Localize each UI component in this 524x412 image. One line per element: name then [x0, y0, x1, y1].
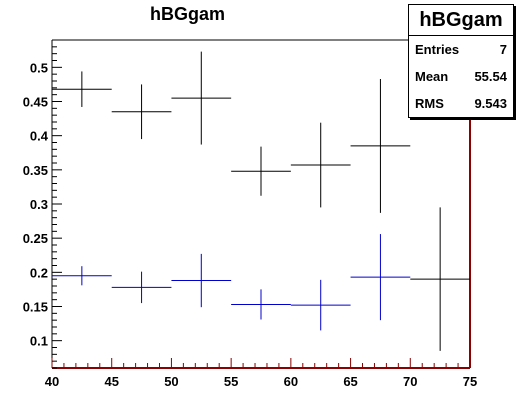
- stats-row-entries: Entries 7: [409, 36, 513, 63]
- stats-value: 55.54: [474, 69, 507, 84]
- x-tick-label: 40: [45, 374, 59, 389]
- y-tick-label: 0.45: [23, 95, 48, 110]
- stats-value: 9.543: [474, 96, 507, 111]
- x-tick-label: 50: [164, 374, 178, 389]
- y-tick-label: 0.2: [30, 265, 48, 280]
- y-tick-label: 0.25: [23, 231, 48, 246]
- y-tick-label: 0.35: [23, 163, 48, 178]
- stats-value: 7: [499, 42, 507, 57]
- y-tick-label: 0.5: [30, 60, 48, 75]
- chart-title: hBGgam: [150, 4, 226, 24]
- x-tick-label: 75: [463, 374, 477, 389]
- x-tick-label: 45: [104, 374, 118, 389]
- x-tick-label: 70: [403, 374, 417, 389]
- y-tick-label: 0.1: [30, 334, 48, 349]
- y-tick-label: 0.15: [23, 300, 48, 315]
- stats-label: Mean: [415, 69, 449, 84]
- x-tick-label: 65: [343, 374, 357, 389]
- y-tick-label: 0.4: [30, 129, 49, 144]
- stats-row-rms: RMS 9.543: [409, 90, 513, 117]
- stats-label: RMS: [415, 96, 444, 111]
- stats-label: Entries: [415, 42, 460, 57]
- x-tick-label: 55: [224, 374, 238, 389]
- y-tick-label: 0.3: [30, 197, 48, 212]
- x-tick-label: 60: [284, 374, 298, 389]
- stats-box-title: hBGgam: [409, 5, 513, 36]
- stats-row-mean: Mean 55.54: [409, 63, 513, 90]
- stats-box: hBGgam Entries 7 Mean 55.54 RMS 9.543: [408, 4, 514, 118]
